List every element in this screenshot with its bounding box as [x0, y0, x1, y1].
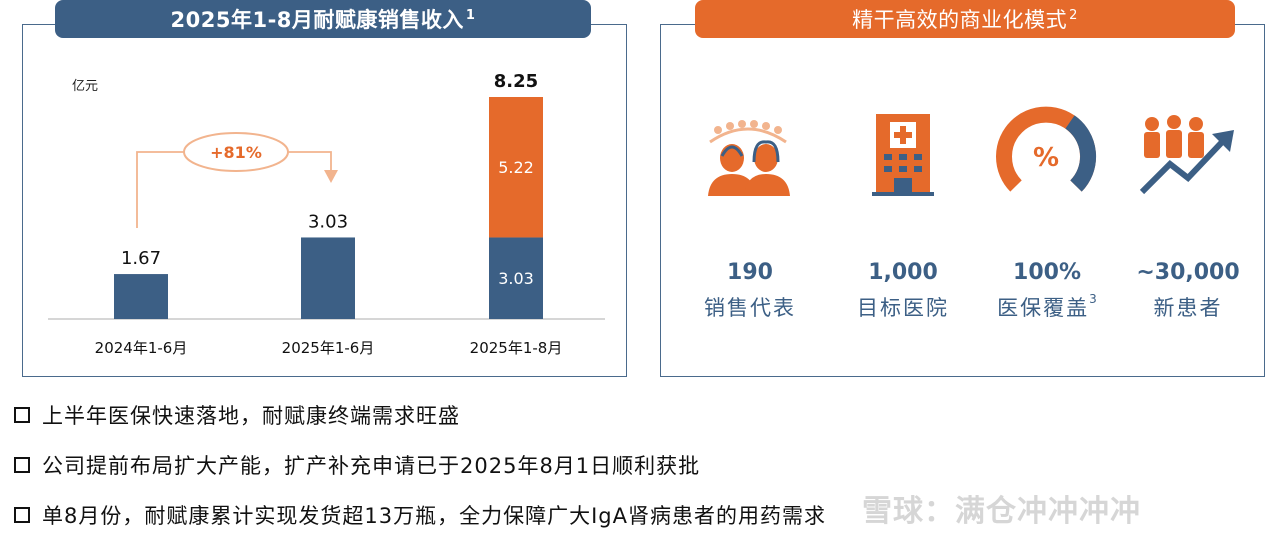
category-label: 2025年1-6月: [282, 339, 375, 357]
metric-label: 销售代表: [704, 296, 796, 320]
metric-value: 100%: [1013, 260, 1081, 285]
total-label: 8.25: [494, 71, 538, 92]
sales-team-icon: [708, 120, 790, 196]
total-label: 1.67: [121, 248, 161, 269]
metric-value: 1,000: [868, 260, 938, 285]
category-label: 2025年1-8月: [470, 339, 563, 357]
checkbox-square-icon: [14, 457, 30, 473]
bar-h1-1: [301, 237, 355, 319]
unit-label: 亿元: [72, 79, 98, 94]
sales-revenue-title-text: 2025年1-8月耐赋康销售收入: [170, 8, 464, 32]
metric-value: ~30,000: [1136, 260, 1240, 285]
commercial-model-title: 精干高效的商业化模式 2: [695, 0, 1235, 38]
commercial-model-title-text: 精干高效的商业化模式: [852, 8, 1068, 32]
total-label: 3.03: [308, 211, 348, 232]
patients-growth-icon: [1139, 115, 1234, 195]
footnote-1: 1: [465, 7, 476, 23]
coverage-gauge-icon: %: [996, 106, 1097, 192]
growth-arrow-path: [136, 151, 332, 228]
growth-arrow-head: [324, 170, 338, 183]
right-panel: [660, 24, 1265, 377]
bar-h1-0: [114, 274, 168, 319]
bar-h1-2: [489, 237, 543, 319]
footnote-2: 2: [1069, 7, 1078, 23]
metric-label: 新患者: [1153, 296, 1223, 320]
metric-value: 190: [727, 260, 773, 285]
segment-label: 3.03: [498, 269, 534, 288]
metric-label: 医保覆盖3: [997, 292, 1097, 320]
growth-annotation: +81%: [210, 143, 262, 162]
checkbox-square-icon: [14, 407, 30, 423]
watermark: 雪球：满仓冲冲冲冲: [862, 494, 1141, 529]
bullet-text: 单8月份，耐赋康累计实现发货超13万瓶，全力保障广大IgA肾病患者的用药需求: [42, 504, 826, 528]
footnote-3: 3: [1089, 292, 1097, 306]
segment-label: 5.22: [498, 158, 534, 177]
category-label: 2024年1-6月: [95, 339, 188, 357]
checkbox-square-icon: [14, 507, 30, 523]
metric-label: 目标医院: [857, 296, 949, 320]
svg-text:%: %: [1033, 143, 1059, 173]
bullet-text: 上半年医保快速落地，耐赋康终端需求旺盛: [42, 404, 460, 428]
bullet-text: 公司提前布局扩大产能，扩产补充申请已于2025年8月1日顺利获批: [42, 454, 701, 478]
sales-revenue-title: 2025年1-8月耐赋康销售收入 1: [55, 0, 591, 38]
bar-increment-2: [489, 97, 543, 238]
bullet-item: 上半年医保快速落地，耐赋康终端需求旺盛: [14, 400, 460, 430]
growth-ellipse: [183, 132, 289, 172]
bullet-item: 公司提前布局扩大产能，扩产补充申请已于2025年8月1日顺利获批: [14, 450, 700, 480]
bars-layer: 2024年1-6月 1.67 2025年1-6月 3.03 2025年1-8月 8.25 3…: [95, 71, 563, 357]
hospital-icon: [872, 114, 934, 196]
bullet-item: 单8月份，耐赋康累计实现发货超13万瓶，全力保障广大IgA肾病患者的用药需求: [14, 500, 826, 530]
